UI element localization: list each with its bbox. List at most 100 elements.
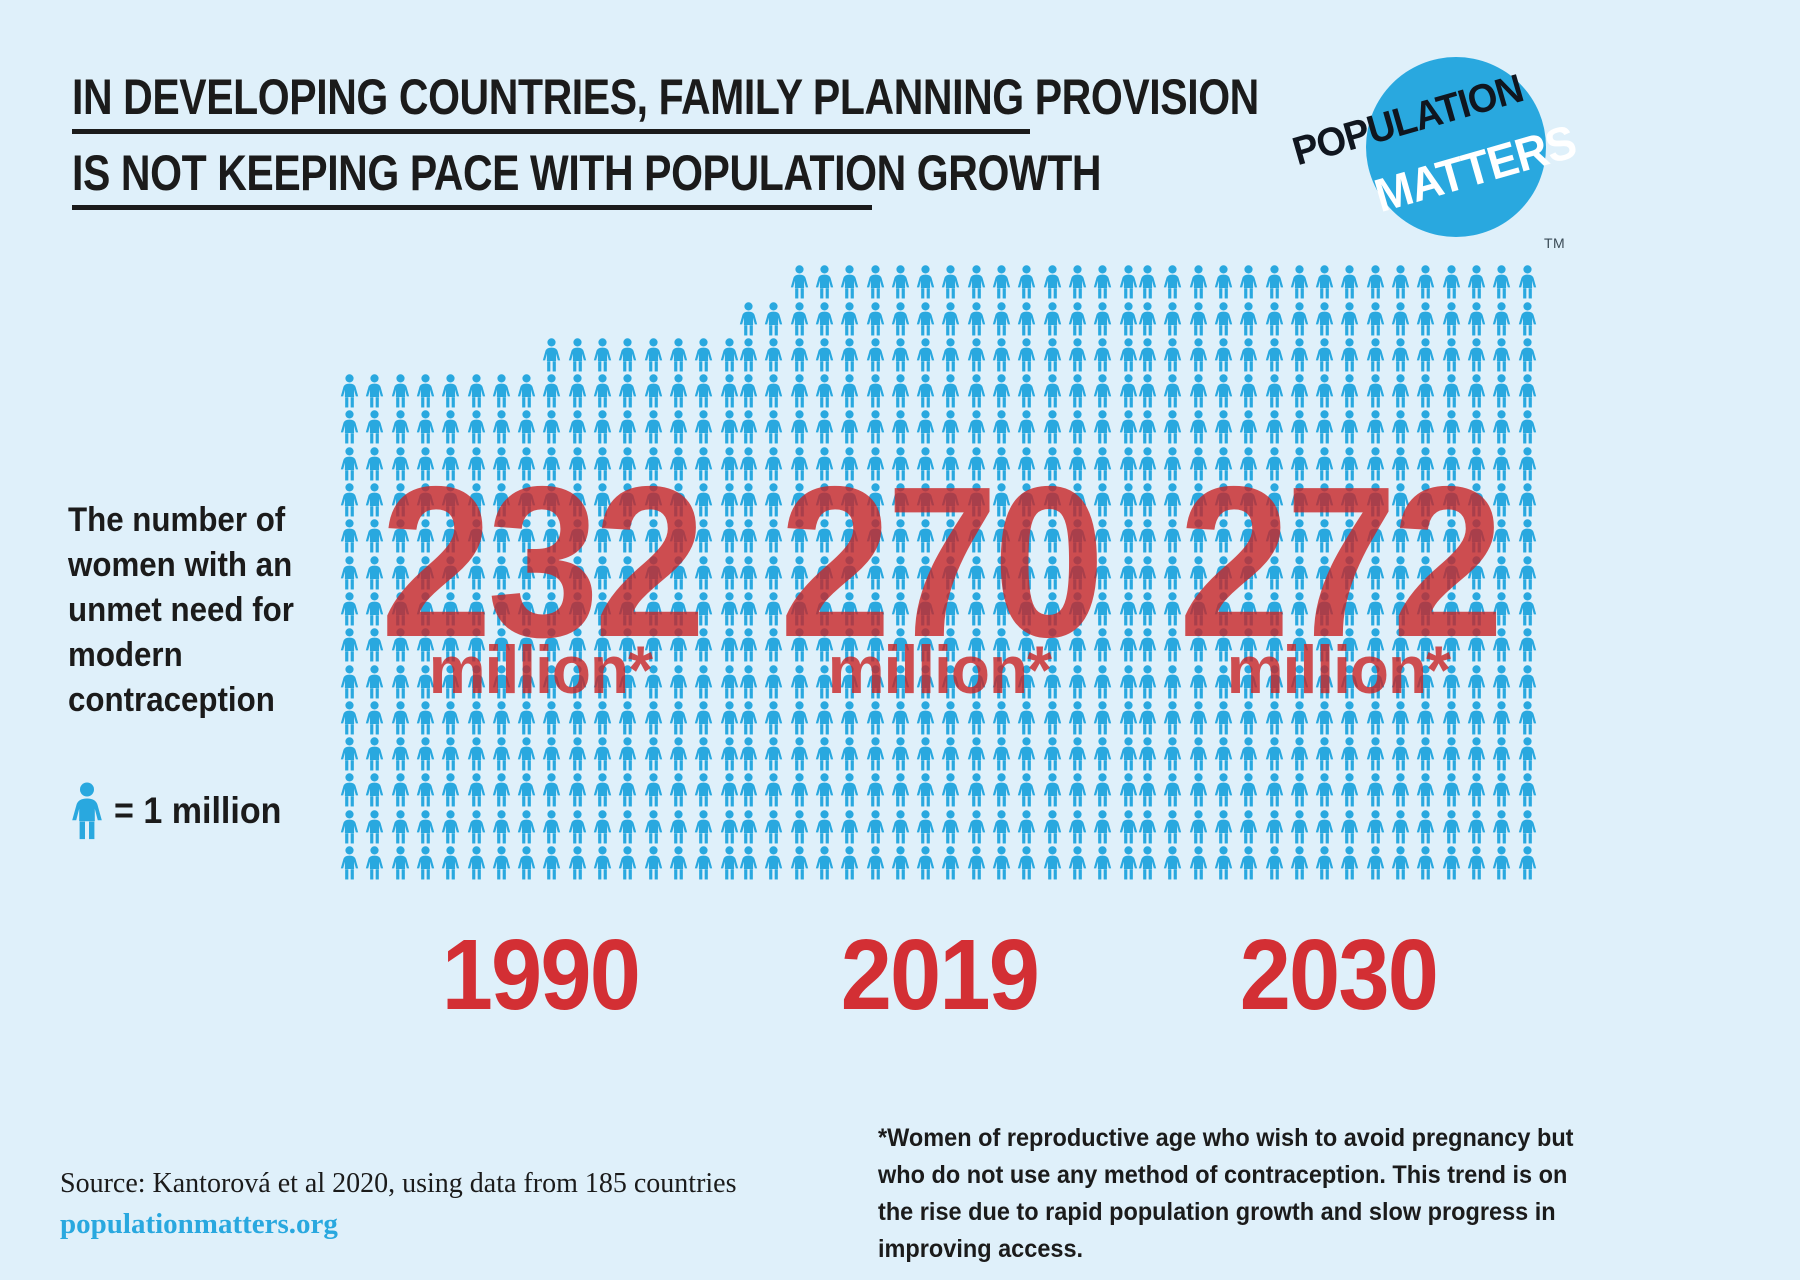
female-figure-icon: [1119, 737, 1137, 771]
pictogram-figure: [439, 664, 462, 699]
pictogram-figure: [338, 846, 361, 880]
chart-description: The number of women with an unmet need f…: [68, 498, 338, 723]
legend-label: = 1 million: [114, 790, 282, 831]
pictogram-figure: [1389, 519, 1412, 553]
source-link[interactable]: populationmatters.org: [60, 1208, 338, 1240]
pictogram-figure: [389, 592, 412, 626]
pictogram-figure: [591, 664, 614, 699]
female-figure-icon: [492, 664, 510, 698]
pictogram-figure: [737, 773, 760, 807]
female-figure-icon: [669, 592, 688, 626]
pictogram-figure: [788, 410, 811, 444]
pictogram-figure: [1015, 809, 1038, 844]
female-figure-icon: [72, 782, 102, 840]
pictogram-figure: [1364, 519, 1387, 553]
female-figure-icon: [1189, 446, 1207, 481]
pictogram-figure: [762, 555, 785, 590]
pictogram-figure: [838, 701, 861, 735]
pictogram-figure: [363, 809, 386, 844]
pictogram-figure: [692, 519, 715, 553]
pictogram-figure: [737, 301, 760, 336]
female-figure-icon: [416, 809, 435, 844]
pictogram-figure: [718, 410, 741, 444]
pictogram-figure: [1440, 374, 1463, 408]
pictogram-figure: [1041, 410, 1064, 444]
female-figure-icon: [720, 737, 738, 771]
pictogram-figure: [414, 664, 437, 699]
pictogram-figure: [889, 555, 912, 590]
female-figure-icon: [593, 519, 612, 553]
pictogram-figure: [1338, 374, 1361, 408]
female-figure-icon: [720, 374, 738, 408]
female-figure-icon: [644, 809, 662, 844]
pictogram-figure: [667, 628, 690, 662]
female-figure-icon: [720, 846, 738, 880]
female-figure-icon: [1391, 374, 1410, 408]
female-figure-icon: [619, 737, 637, 771]
population-matters-logo[interactable]: POPULATION MATTERS TM: [1288, 53, 1652, 253]
pictogram-figure: [718, 664, 741, 699]
female-figure-icon: [1018, 410, 1036, 444]
pictogram-figure: [1187, 410, 1210, 444]
female-figure-icon: [967, 519, 985, 553]
pictogram-figure: [692, 809, 715, 844]
female-figure-icon: [391, 701, 409, 735]
logo-trademark: TM: [1544, 235, 1566, 251]
pictogram-figure: [1136, 301, 1159, 336]
pictogram-figure: [414, 809, 437, 844]
pictogram-figure: [762, 737, 785, 771]
pictogram-figure: [642, 846, 665, 880]
female-figure-icon: [1240, 410, 1258, 444]
female-figure-icon: [891, 446, 909, 481]
pictogram-figure: [591, 338, 614, 372]
female-figure-icon: [619, 664, 637, 698]
pictogram-figure: [718, 773, 741, 807]
female-figure-icon: [644, 410, 662, 444]
female-figure-icon: [669, 701, 688, 735]
pictogram-figure: [965, 338, 988, 372]
female-figure-icon: [765, 519, 783, 553]
female-figure-icon: [1467, 410, 1486, 444]
female-figure-icon: [841, 773, 859, 807]
female-figure-icon: [366, 592, 384, 626]
female-figure-icon: [1214, 446, 1233, 481]
pictogram-figure: [465, 809, 488, 844]
female-figure-icon: [1189, 555, 1207, 590]
female-figure-icon: [942, 483, 960, 517]
female-figure-icon: [1391, 446, 1410, 481]
female-figure-icon: [1417, 301, 1435, 335]
pictogram-figure: [1313, 664, 1336, 699]
pictogram-figure: [566, 737, 589, 771]
pictogram-figure: [616, 846, 639, 880]
pictogram-figure: [1263, 338, 1286, 372]
pictogram-figure: [642, 338, 665, 372]
pictogram-figure: [439, 701, 462, 735]
female-figure-icon: [992, 519, 1011, 553]
female-figure-icon: [1119, 846, 1137, 880]
pictogram-figure: [1440, 519, 1463, 553]
female-figure-icon: [1138, 664, 1157, 698]
pictogram-figure: [490, 483, 513, 517]
female-figure-icon: [593, 846, 612, 880]
female-figure-icon: [1265, 410, 1283, 444]
pictogram-figure: [1414, 265, 1437, 299]
pictogram-figure: [1490, 374, 1513, 408]
pictogram-figure: [1066, 737, 1089, 771]
pictogram-figure: [1117, 846, 1140, 880]
female-figure-icon: [1043, 846, 1061, 880]
female-figure-icon: [1138, 701, 1157, 735]
female-figure-icon: [517, 809, 536, 844]
pictogram-figure: [642, 519, 665, 553]
pictogram-figure: [965, 519, 988, 553]
female-figure-icon: [765, 701, 783, 735]
female-figure-icon: [815, 483, 834, 517]
pictogram-figure: [1237, 701, 1260, 735]
female-figure-icon: [669, 737, 688, 771]
pictogram-figure: [1136, 265, 1159, 299]
pictogram-figure: [889, 338, 912, 372]
pictogram-figure: [965, 483, 988, 517]
pictogram-figure: [889, 628, 912, 662]
female-figure-icon: [765, 737, 783, 771]
pictogram-figure: [515, 483, 538, 517]
